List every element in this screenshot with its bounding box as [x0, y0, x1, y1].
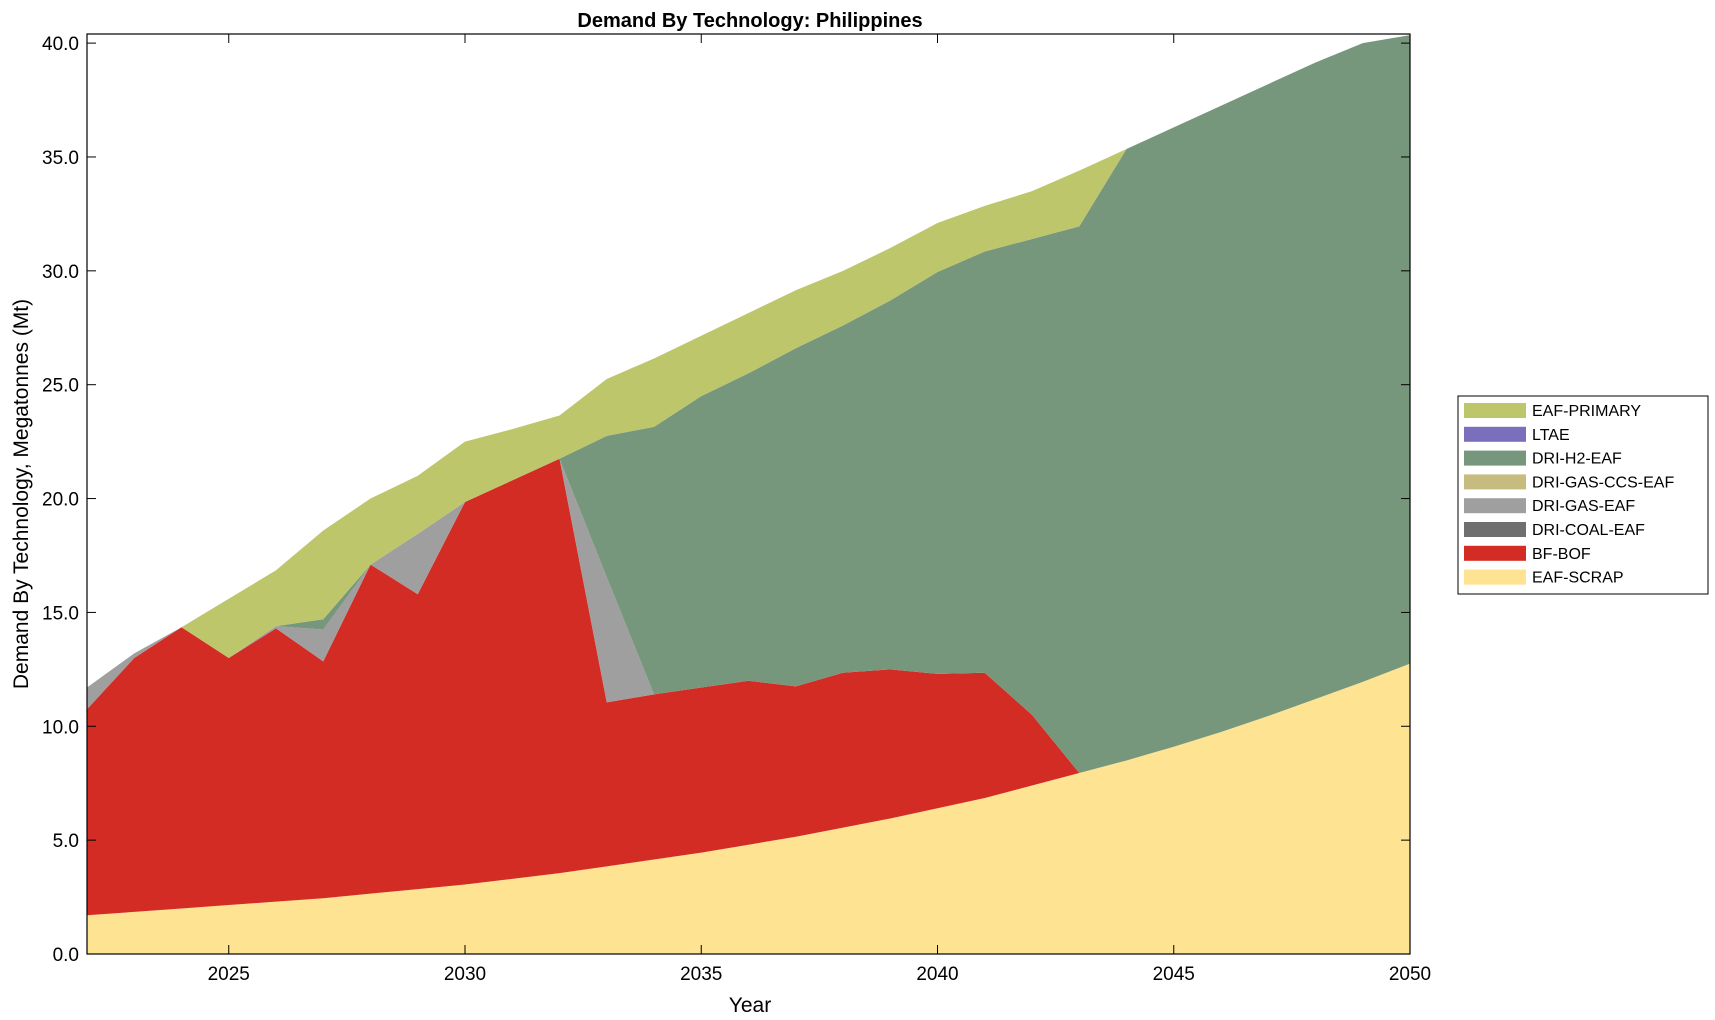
x-axis-label: Year: [729, 994, 771, 1017]
area-eaf-primary: [87, 35, 1410, 688]
legend-label-bf-bof: BF-BOF: [1532, 546, 1591, 563]
legend-label-eaf-scrap: EAF-SCRAP: [1532, 570, 1624, 587]
legend-swatch-dri-gas-ccs-eaf: [1464, 474, 1526, 490]
legend-swatch-dri-h2-eaf: [1464, 450, 1526, 466]
chart-title: Demand By Technology: Philippines: [577, 10, 922, 32]
legend-swatch-bf-bof: [1464, 545, 1526, 561]
y-axis-ticks: 0.0 5.0 10.0 15.0 20.0 25.0 30.0 35.0 40.0: [42, 34, 1410, 966]
x-tick-label: 2050: [1389, 964, 1431, 985]
area-dri-gas-eaf: [87, 458, 1410, 773]
legend-swatch-dri-gas-eaf: [1464, 498, 1526, 514]
y-tick-label: 0.0: [53, 945, 79, 966]
legend-label-dri-gas-eaf: DRI-GAS-EAF: [1532, 498, 1635, 515]
legend-swatch-eaf-primary: [1464, 403, 1526, 418]
y-tick-label: 35.0: [42, 148, 79, 169]
legend-label-dri-coal-eaf: DRI-COAL-EAF: [1532, 522, 1645, 539]
y-tick-label: 15.0: [42, 603, 79, 624]
legend-label-dri-gas-ccs-eaf: DRI-GAS-CCS-EAF: [1532, 474, 1674, 491]
x-tick-label: 2035: [680, 964, 722, 985]
legend-swatch-dri-coal-eaf: [1464, 522, 1526, 537]
x-tick-label: 2025: [208, 964, 250, 985]
area-eaf-scrap: [87, 663, 1410, 954]
y-tick-label: 25.0: [42, 376, 79, 397]
legend-box: [1457, 395, 1709, 595]
area-series-group: [87, 35, 1410, 954]
x-tick-label: 2030: [444, 964, 486, 985]
y-tick-label: 20.0: [42, 490, 79, 511]
legend-label-eaf-primary: EAF-PRIMARY: [1532, 403, 1641, 420]
y-tick-label: 40.0: [42, 34, 79, 55]
legend-label-ltae: LTAE: [1532, 427, 1570, 444]
legend: EAF-PRIMARY LTAE DRI-H2-EAF DRI-GAS-CCS-EAF…: [1457, 395, 1709, 595]
area-bf-bof: [87, 458, 1410, 916]
legend-swatch-eaf-scrap: [1464, 569, 1526, 585]
y-tick-label: 30.0: [42, 262, 79, 283]
plot-frame: [86, 33, 1411, 955]
x-tick-label: 2040: [916, 964, 958, 985]
y-tick-label: 5.0: [53, 831, 79, 852]
y-tick-label: 10.0: [42, 717, 79, 738]
y-axis-label: Demand By Technology, Megatonnes (Mt): [10, 299, 33, 689]
x-tick-label: 2045: [1153, 964, 1195, 985]
area-dri-h2-eaf: [87, 35, 1410, 773]
legend-swatch-ltae: [1464, 426, 1526, 442]
legend-label-dri-h2-eaf: DRI-H2-EAF: [1532, 451, 1622, 468]
x-axis-ticks: 2025 2030 2035 2040 2045 2050: [208, 34, 1431, 985]
